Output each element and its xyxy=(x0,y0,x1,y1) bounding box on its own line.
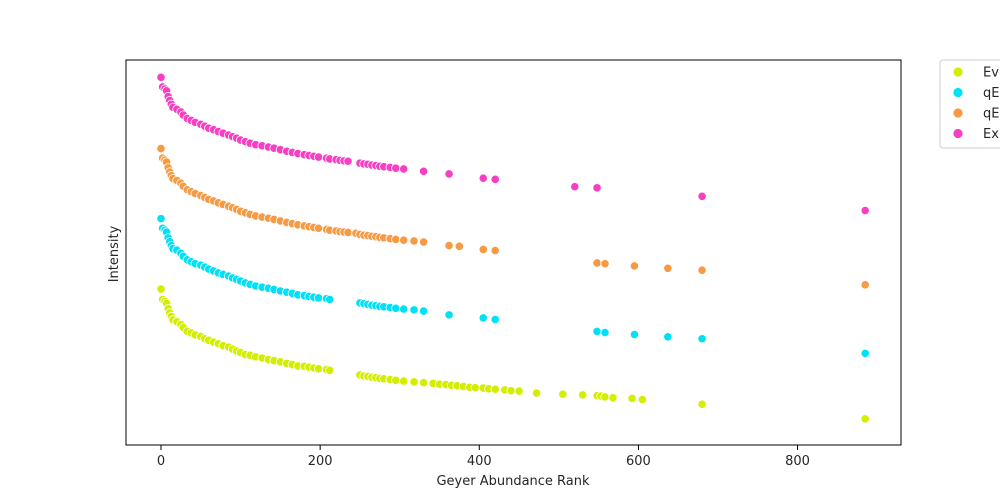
point-series-2-57 xyxy=(444,240,454,251)
point-series-1-48 xyxy=(391,303,401,313)
y-axis-label: Intensity xyxy=(107,225,122,282)
data-points xyxy=(156,72,870,424)
point-series-3-56 xyxy=(478,173,488,183)
point-series-0-37 xyxy=(313,364,324,374)
point-series-2-0 xyxy=(156,143,166,154)
legend-label-1: qE xyxy=(983,86,999,101)
point-series-0-51 xyxy=(418,378,429,388)
point-series-0-64 xyxy=(506,386,516,396)
point-series-2-64 xyxy=(663,263,673,273)
point-series-3-37 xyxy=(313,152,324,162)
point-series-3-61 xyxy=(860,205,870,216)
point-series-0-75 xyxy=(697,399,707,409)
x-tick-label-1: 200 xyxy=(308,454,333,469)
point-series-0-59 xyxy=(470,383,480,393)
point-series-2-37 xyxy=(313,223,324,233)
point-series-0-68 xyxy=(578,390,588,400)
point-series-1-50 xyxy=(409,305,419,315)
legend-label-3: Ex xyxy=(983,127,999,142)
point-series-2-66 xyxy=(860,280,870,290)
point-series-0-74 xyxy=(637,394,648,405)
point-series-2-58 xyxy=(454,241,464,251)
point-series-0-65 xyxy=(514,386,524,396)
point-series-0-62 xyxy=(490,384,500,394)
point-series-0-39 xyxy=(325,365,335,375)
point-series-1-51 xyxy=(418,306,429,316)
point-series-1-53 xyxy=(478,313,488,323)
x-axis-label: Geyer Abundance Rank xyxy=(436,474,590,489)
point-series-3-52 xyxy=(391,163,401,173)
point-series-1-39 xyxy=(325,294,335,305)
point-series-3-54 xyxy=(418,166,429,176)
point-series-2-59 xyxy=(478,244,488,255)
x-tick-label-2: 400 xyxy=(467,454,492,469)
point-series-0-50 xyxy=(409,377,419,387)
point-series-1-0 xyxy=(156,214,166,224)
point-series-3-58 xyxy=(570,182,580,192)
point-series-0-76 xyxy=(860,414,870,424)
point-series-2-61 xyxy=(592,258,602,268)
point-series-2-65 xyxy=(697,265,707,275)
point-series-2-62 xyxy=(600,259,610,269)
point-series-3-53 xyxy=(399,164,409,174)
x-tick-label-3: 600 xyxy=(626,454,651,469)
point-series-1-37 xyxy=(313,293,324,303)
point-series-2-56 xyxy=(418,237,429,247)
point-series-0-67 xyxy=(558,389,568,399)
legend-frame xyxy=(939,59,1000,149)
point-series-1-60 xyxy=(860,348,870,358)
point-series-1-58 xyxy=(663,332,673,342)
plot-background xyxy=(126,60,901,445)
point-series-2-53 xyxy=(391,234,401,245)
point-series-2-55 xyxy=(409,236,419,246)
point-series-0-48 xyxy=(391,375,401,385)
point-series-3-55 xyxy=(444,169,454,179)
point-series-0-71 xyxy=(600,392,610,402)
point-series-0-72 xyxy=(608,393,618,403)
point-series-1-57 xyxy=(629,329,640,340)
point-series-2-60 xyxy=(490,245,500,256)
point-series-1-56 xyxy=(600,327,610,338)
x-tick-label-0: 0 xyxy=(157,454,165,469)
legend-marker-2 xyxy=(952,107,964,119)
legend-marker-3 xyxy=(952,128,964,139)
point-series-0-49 xyxy=(399,376,409,386)
point-series-1-55 xyxy=(592,326,602,337)
point-series-2-43 xyxy=(343,227,353,238)
point-series-0-66 xyxy=(531,388,542,398)
point-series-2-54 xyxy=(399,235,409,245)
point-series-3-57 xyxy=(490,174,500,184)
point-series-1-49 xyxy=(399,304,409,314)
point-series-0-73 xyxy=(627,393,637,404)
x-tick-label-4: 800 xyxy=(785,454,810,469)
point-series-2-63 xyxy=(629,261,640,271)
x-axis-ticks: 0 200 400 600 800 xyxy=(157,445,810,469)
legend-marker-1 xyxy=(952,87,964,98)
point-series-3-0 xyxy=(156,72,166,82)
point-series-1-59 xyxy=(697,334,707,344)
point-series-0-0 xyxy=(156,284,166,294)
legend: Ev qE qE Ex xyxy=(939,59,1000,149)
point-series-3-59 xyxy=(592,183,602,193)
point-series-3-43 xyxy=(343,156,353,166)
plot-frame xyxy=(125,59,902,446)
point-series-1-54 xyxy=(490,314,500,325)
point-series-1-52 xyxy=(444,310,454,320)
legend-label-0: Ev xyxy=(983,66,999,81)
point-series-3-60 xyxy=(697,191,707,201)
legend-label-2: qE xyxy=(983,107,999,122)
legend-marker-0 xyxy=(952,66,964,78)
